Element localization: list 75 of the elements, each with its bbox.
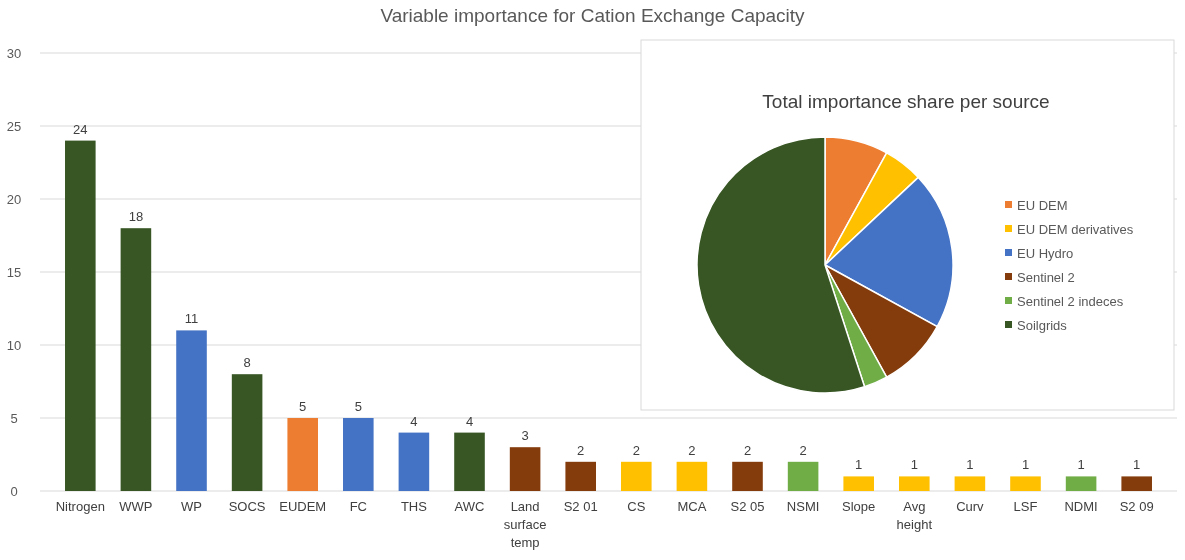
data-label: 1 [855,457,863,473]
x-tick-label: MCA [677,499,707,514]
x-tick-label: S2 09 [1119,499,1154,514]
data-label: 2 [632,442,640,458]
bar [1065,476,1097,491]
bar [65,140,96,491]
legend-label: Soilgrids [1017,317,1068,333]
bar [899,476,930,491]
bar [565,461,596,491]
x-tick-label: Curv [956,499,985,514]
x-tick-label: SOCS [228,499,266,514]
bar [732,461,763,491]
data-label: 4 [465,413,474,429]
bar [843,476,874,491]
x-tick-label: Nitrogen [55,499,105,514]
legend-label: Sentinel 2 [1017,269,1075,285]
x-tick-label: WP [181,499,202,514]
bar [231,374,263,491]
y-tick-label: 10 [6,337,22,353]
x-tick-label: NSMI [786,499,820,514]
chart-title: Variable importance for Cation Exchange Capacity [380,5,806,26]
x-tick-label: S2 01 [563,499,598,514]
data-label: 2 [743,442,752,458]
x-tick-label: CS [627,499,646,514]
bar [621,461,652,491]
data-label: 3 [521,428,529,444]
bar [287,418,318,491]
data-label: 4 [410,413,418,429]
x-tick-label: S2 05 [730,499,765,514]
y-tick-label: 5 [10,410,18,426]
data-label: 5 [299,399,307,414]
x-tick-label: Slope [842,499,876,514]
data-label: 5 [354,399,362,414]
data-label: 18 [128,209,144,225]
y-tick-label: 25 [6,118,22,134]
data-label: 2 [799,442,807,458]
data-label: 2 [577,442,585,458]
bar [454,432,485,491]
data-label: 1 [1021,457,1030,473]
bar [1121,476,1152,491]
data-label: 1 [910,457,918,473]
x-tick-label: Land surface temp [503,499,547,550]
x-tick-label: AWC [454,499,485,514]
x-tick-label: NDMI [1064,499,1098,514]
legend-label: EU Hydro [1017,245,1074,261]
x-tick-label: Avg height [896,499,933,532]
x-tick-label: EUDEM [279,499,327,514]
x-tick-label: WWP [119,499,153,514]
bar [509,447,541,491]
data-label: 1 [966,457,974,473]
bar [398,432,430,491]
data-label: 8 [243,355,251,371]
x-tick-label: LSF [1013,499,1038,514]
data-label: 2 [688,442,696,458]
x-tick-label: THS [400,499,428,514]
bar [954,476,986,491]
legend-label: Sentinel 2 indeces [1017,293,1124,309]
bar [1010,476,1041,491]
data-label: 1 [1077,457,1085,473]
y-tick-label: 30 [6,45,22,61]
bar [343,418,374,491]
y-tick-label: 15 [6,264,22,280]
bar [120,228,152,491]
chart-title: Total importance share per source [762,91,1050,112]
y-tick-label: 0 [10,483,18,499]
legend-label: EU DEM [1017,197,1068,213]
bar [676,461,708,491]
legend-label: EU DEM derivatives [1017,221,1134,237]
y-tick-label: 20 [6,191,22,207]
data-label: 11 [184,311,199,327]
bar [176,330,207,491]
data-label: 24 [73,121,88,137]
x-tick-label: FC [349,499,367,514]
bar [787,461,819,491]
data-label: 1 [1133,457,1141,473]
